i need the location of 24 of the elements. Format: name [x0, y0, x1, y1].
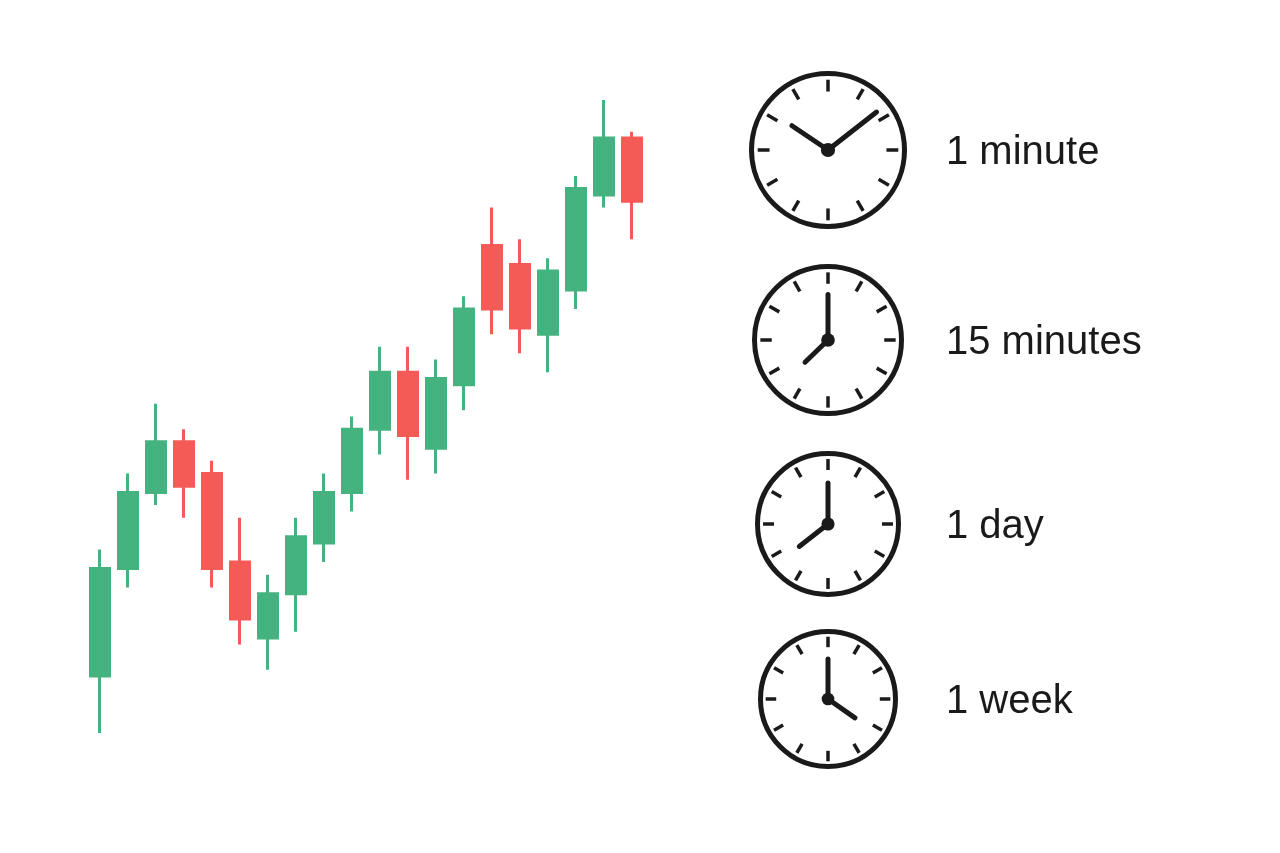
candlestick: [509, 239, 531, 354]
candlestick: [621, 131, 643, 240]
candlestick: [537, 258, 559, 373]
candlestick: [229, 517, 251, 645]
candlestick: [425, 359, 447, 474]
candlestick: [257, 574, 279, 670]
candlestick: [397, 346, 419, 480]
candlestick: [89, 549, 111, 733]
text: 1 week: [946, 676, 1073, 723]
candlestick: [117, 473, 139, 588]
candlestick: [201, 460, 223, 588]
text: 1 minute: [946, 127, 1100, 174]
candlestick: [593, 100, 615, 208]
candlestick: [369, 346, 391, 455]
candlestick: [313, 473, 335, 563]
candlestick: [145, 403, 167, 506]
candlestick: [565, 175, 587, 309]
candlestick: [341, 416, 363, 512]
candlestick: [453, 296, 475, 411]
candlestick: [481, 207, 503, 335]
text: 1 day: [946, 501, 1044, 548]
candlestick: [285, 517, 307, 632]
candlestick: [173, 429, 195, 518]
text: 15 minutes: [946, 317, 1142, 364]
